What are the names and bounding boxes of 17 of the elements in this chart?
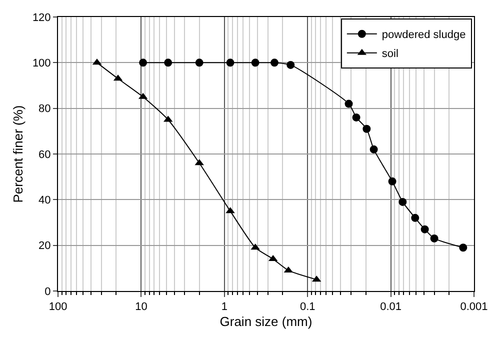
x-axis-title: Grain size (mm) <box>220 314 312 329</box>
y-tick-label: 80 <box>38 103 51 116</box>
x-tick-label: 1 <box>221 301 228 314</box>
y-tick-label: 120 <box>32 12 51 24</box>
x-tick-label: 10 <box>135 301 148 314</box>
y-tick-label: 0 <box>44 286 51 298</box>
legend-label: powdered sludge <box>382 29 466 42</box>
y-tick-label: 100 <box>32 58 51 70</box>
x-tick-label: 0.01 <box>380 301 402 314</box>
y-tick-label: 40 <box>38 194 51 207</box>
y-axis-title: Percent finer (%) <box>10 105 26 203</box>
x-tick-label: 0.1 <box>300 301 316 314</box>
legend-label: soil <box>382 48 398 60</box>
x-tick-label: 0.001 <box>460 301 488 314</box>
y-tick-label: 60 <box>38 148 51 161</box>
x-tick-label: 100 <box>48 301 68 314</box>
y-tick-label: 20 <box>38 240 51 252</box>
